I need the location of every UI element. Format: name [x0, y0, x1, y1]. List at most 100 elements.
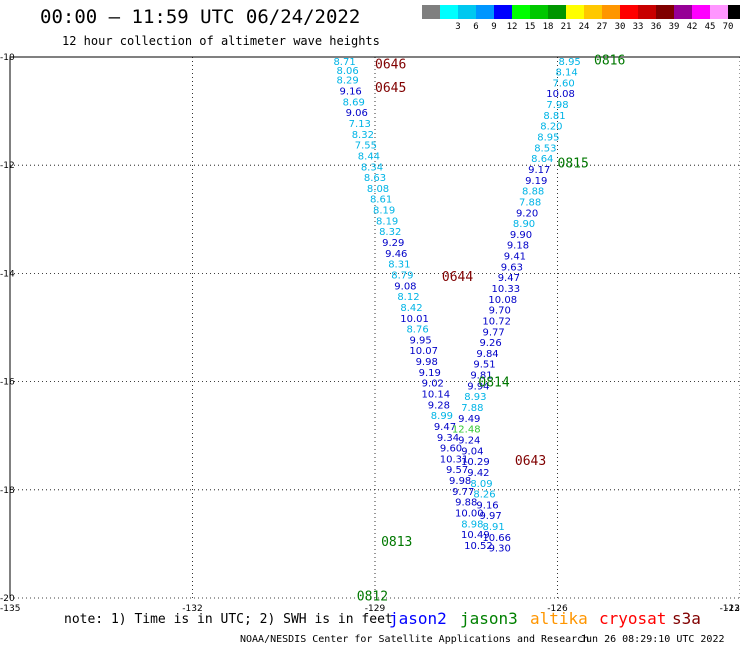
data-point-label: 9.77 — [482, 327, 504, 338]
legend-tick-label: 36 — [650, 22, 662, 32]
pass-time-label: 0816 — [594, 54, 625, 69]
timestamp-text: Jun 26 08:29:10 UTC 2022 — [580, 634, 725, 645]
legend-swatch — [476, 5, 494, 19]
data-point-label: 8.76 — [406, 325, 428, 336]
data-point-label: 8.08 — [367, 184, 389, 195]
data-point-label: 9.90 — [510, 230, 532, 241]
legend-swatch — [548, 5, 566, 19]
pass-time-label: 0815 — [558, 156, 589, 171]
data-point-label: 9.63 — [501, 262, 523, 273]
data-point-label: 8.61 — [370, 195, 392, 206]
data-point-label: 9.84 — [476, 349, 498, 360]
data-point-label: 8.44 — [358, 151, 380, 162]
legend-tick-label: 21 — [560, 22, 572, 32]
legend-swatch — [494, 5, 512, 19]
data-point-label: 9.70 — [489, 306, 511, 317]
data-point-label: 9.88 — [455, 498, 477, 509]
data-point-label: 8.32 — [379, 227, 401, 238]
legend-tick-label: 39 — [668, 22, 680, 32]
data-point-label: 8.12 — [397, 292, 419, 303]
data-point-label: 9.06 — [346, 108, 368, 119]
data-point-label: 9.29 — [382, 238, 404, 249]
data-point-label: 8.91 — [482, 522, 504, 533]
data-point-label: 9.42 — [467, 468, 489, 479]
x-tick-label: -129 — [365, 604, 386, 614]
data-point-label: 8.53 — [534, 143, 556, 154]
data-point-label: 8.29 — [336, 76, 358, 87]
data-point-label: 9.95 — [409, 335, 431, 346]
data-point-label: 7.55 — [355, 141, 377, 152]
satellite-name-jason3: jason3 — [460, 609, 518, 628]
satellite-name-jason2: jason2 — [389, 609, 447, 628]
data-point-label: 9.46 — [385, 249, 407, 260]
data-point-label: 9.51 — [473, 360, 495, 371]
data-point-label: 12.48 — [452, 425, 481, 436]
data-point-label: 7.88 — [519, 197, 541, 208]
data-point-label: 8.69 — [343, 97, 365, 108]
y-tick-label: -14 — [0, 269, 15, 279]
data-point-label: 8.79 — [391, 270, 413, 281]
data-point-label: 8.19 — [373, 206, 395, 217]
data-point-label: 9.02 — [422, 379, 444, 390]
data-point-label: 9.17 — [528, 165, 550, 176]
data-point-label: 10.31 — [440, 454, 469, 465]
legend-swatch — [728, 5, 740, 19]
data-point-label: 9.97 — [479, 511, 501, 522]
data-point-label: 8.88 — [522, 187, 544, 198]
data-point-label: 8.14 — [555, 68, 577, 79]
data-point-label: 9.81 — [470, 371, 492, 382]
data-point-label: 8.64 — [531, 154, 553, 165]
y-tick-label: -16 — [0, 378, 15, 388]
data-point-label: 9.77 — [452, 487, 474, 498]
pass-time-label: 0812 — [357, 589, 388, 604]
data-point-label: 8.90 — [513, 219, 535, 230]
data-point-label: 9.49 — [458, 414, 480, 425]
data-point-label: 8.31 — [388, 260, 410, 271]
legend-swatch — [584, 5, 602, 19]
data-point-label: 7.98 — [546, 100, 568, 111]
legend-tick-label: 6 — [473, 22, 479, 32]
legend-tick-label: 3 — [455, 22, 461, 32]
data-point-label: 9.08 — [394, 281, 416, 292]
data-point-label: 8.98 — [461, 519, 483, 530]
data-point-label: 9.30 — [489, 544, 511, 555]
legend-tick-label: 12 — [506, 22, 518, 32]
pass-time-label: 0813 — [381, 535, 412, 550]
data-point-label: 10.14 — [422, 390, 451, 401]
pass-time-label: 0646 — [375, 57, 406, 72]
data-point-label: 8.93 — [464, 392, 486, 403]
data-point-label: 9.94 — [467, 381, 489, 392]
legend-tick-label: 9 — [491, 22, 497, 32]
legend-swatch — [422, 5, 440, 19]
legend-swatch — [566, 5, 584, 19]
legend-swatch — [512, 5, 530, 19]
data-point-label: 10.33 — [491, 284, 520, 295]
chart-title: 00:00 — 11:59 UTC 06/24/2022 — [40, 6, 361, 28]
data-point-label: 9.20 — [516, 208, 538, 219]
legend-tick-label: 33 — [632, 22, 644, 32]
data-point-label: 8.99 — [431, 411, 453, 422]
x-tick-label: -132 — [182, 604, 202, 614]
data-point-label: 10.49 — [461, 530, 490, 541]
data-point-label: 10.01 — [400, 314, 429, 325]
data-point-label: 9.28 — [428, 400, 450, 411]
y-tick-label: -20 — [0, 594, 15, 604]
legend-swatch — [656, 5, 674, 19]
data-point-label: 8.32 — [352, 130, 374, 141]
legend-swatch — [530, 5, 548, 19]
data-point-label: 9.16 — [340, 87, 362, 98]
data-point-label: 7.60 — [552, 78, 574, 89]
data-point-label: 8.09 — [470, 479, 492, 490]
data-point-label: 8.71 — [333, 57, 355, 68]
data-point-label: 9.04 — [461, 446, 483, 457]
data-point-label: 9.41 — [504, 252, 526, 263]
legend-tick-label: 30 — [614, 22, 626, 32]
data-point-label: 8.20 — [540, 122, 562, 133]
data-point-label: 8.95 — [537, 133, 559, 144]
units-note: note: 1) Time is in UTC; 2) SWH is in fe… — [64, 612, 393, 627]
data-point-label: 9.47 — [498, 273, 520, 284]
legend-swatch — [440, 5, 458, 19]
data-point-label: 8.34 — [361, 162, 383, 173]
data-point-label: 9.98 — [449, 476, 471, 487]
